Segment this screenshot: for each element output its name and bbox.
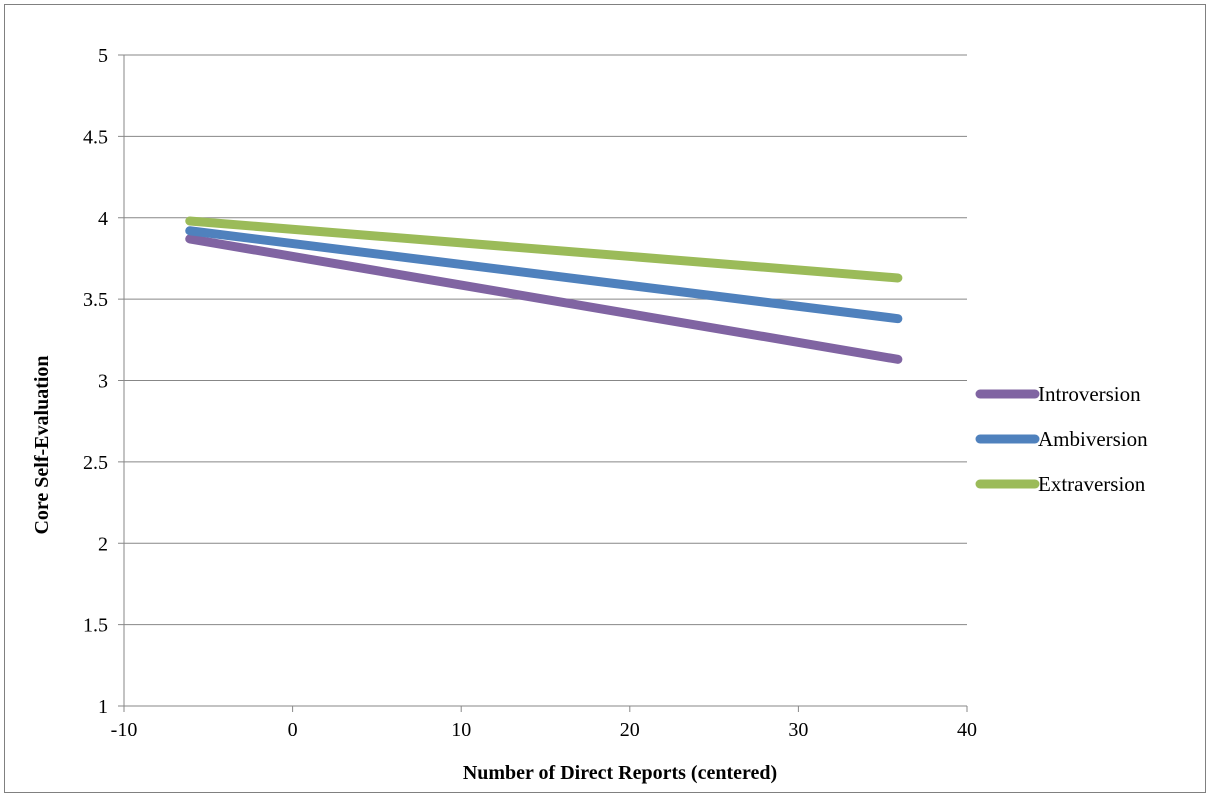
y-tick-label: 4: [98, 208, 108, 230]
x-tick-label: 20: [620, 719, 640, 741]
legend-label-introversion: Introversion: [1038, 382, 1141, 406]
y-axis-title: Core Self-Evaluation: [31, 355, 53, 534]
legend-label-extraversion: Extraversion: [1038, 472, 1146, 496]
axes: [118, 54, 968, 712]
y-tick-label: 2.5: [83, 452, 108, 474]
x-tick-label: -10: [111, 719, 138, 741]
x-tick-label: 40: [957, 719, 977, 741]
y-tick-label: 3.5: [83, 289, 108, 311]
series-line-introversion: [185, 234, 903, 364]
y-tick-label: 1.5: [83, 615, 108, 637]
series-line-ambiversion: [185, 226, 903, 324]
y-tick-label: 1: [98, 696, 108, 718]
x-tick-label: 30: [788, 719, 808, 741]
x-axis-title: Number of Direct Reports (centered): [463, 762, 777, 784]
legend: Introversion Ambiversion Extraversion: [975, 382, 1148, 496]
gridlines: [124, 54, 967, 626]
y-tick-label: 4.5: [83, 126, 108, 148]
x-tick-labels: -10 0 10 20 30 40: [111, 719, 977, 741]
y-tick-labels: 1 1.5 2 2.5 3 3.5 4 4.5 5: [83, 45, 108, 718]
y-tick-label: 5: [98, 45, 108, 67]
series-lines: [185, 216, 903, 364]
y-tick-label: 3: [98, 371, 108, 393]
y-tick-label: 2: [98, 533, 108, 555]
series-line-extraversion: [185, 216, 903, 283]
x-tick-label: 0: [288, 719, 298, 741]
legend-label-ambiversion: Ambiversion: [1038, 427, 1148, 451]
x-tick-label: 10: [451, 719, 471, 741]
